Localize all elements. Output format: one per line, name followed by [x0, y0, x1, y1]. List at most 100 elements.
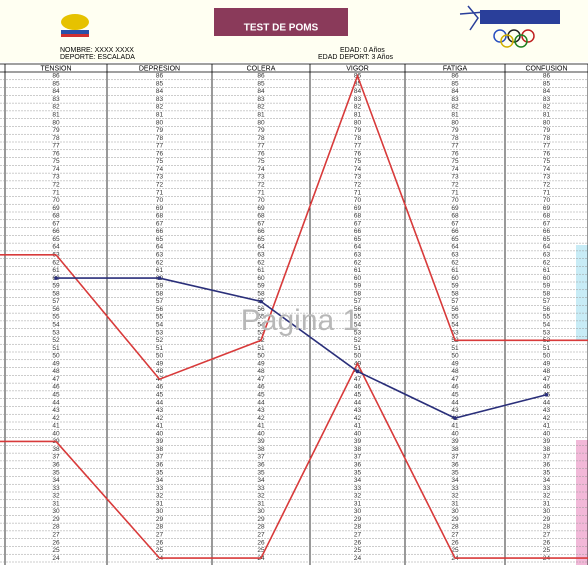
score-label: 74	[354, 166, 362, 173]
score-label: 48	[257, 368, 265, 375]
profile-point	[356, 370, 360, 374]
score-label: 41	[451, 423, 459, 430]
score-label: 66	[257, 228, 265, 235]
score-label: 74	[156, 166, 164, 173]
chart: TEST DE POMS NOMBRE: XXXX XXXX DEPORTE: …	[0, 0, 588, 565]
score-label: 71	[451, 189, 459, 196]
score-label: 26	[257, 539, 265, 546]
column-header: COLERA	[247, 65, 276, 72]
score-label: 79	[156, 127, 164, 134]
score-label: 38	[52, 446, 60, 453]
score-label: 71	[354, 189, 362, 196]
score-label: 81	[354, 111, 362, 118]
score-label: 49	[257, 360, 265, 367]
score-label: 47	[451, 376, 459, 383]
score-label: 74	[257, 166, 265, 173]
score-label: 61	[354, 267, 362, 274]
score-label: 73	[451, 174, 459, 181]
score-label: 70	[52, 197, 60, 204]
score-label: 75	[156, 158, 164, 165]
score-label: 40	[451, 430, 459, 437]
score-label: 67	[543, 220, 551, 227]
score-label: 70	[543, 197, 551, 204]
score-label: 39	[451, 438, 459, 445]
score-label: 44	[451, 399, 459, 406]
score-label: 68	[543, 213, 551, 220]
score-label: 59	[156, 283, 164, 290]
banner-text: TEST DE POMS	[244, 23, 319, 34]
score-label: 51	[543, 345, 551, 352]
score-label: 81	[543, 111, 551, 118]
score-label: 75	[451, 158, 459, 165]
score-label: 39	[156, 438, 164, 445]
score-label: 41	[354, 423, 362, 430]
score-label: 62	[543, 259, 551, 266]
score-label: 35	[451, 469, 459, 476]
score-label: 82	[451, 104, 459, 111]
score-label: 46	[52, 384, 60, 391]
page-watermark: Pagina 1	[241, 304, 359, 337]
score-label: 44	[257, 399, 265, 406]
score-label: 58	[354, 290, 362, 297]
score-label: 31	[543, 500, 551, 507]
score-label: 64	[257, 244, 265, 251]
score-label: 82	[354, 104, 362, 111]
score-label: 35	[156, 469, 164, 476]
score-label: 49	[52, 360, 60, 367]
score-label: 43	[156, 407, 164, 414]
score-label: 84	[543, 88, 551, 95]
score-label: 43	[451, 407, 459, 414]
score-label: 71	[52, 189, 60, 196]
score-label: 41	[543, 423, 551, 430]
score-label: 47	[354, 376, 362, 383]
score-label: 42	[354, 415, 362, 422]
score-label: 83	[156, 96, 164, 103]
score-label: 84	[257, 88, 265, 95]
score-label: 76	[257, 150, 265, 157]
score-label: 75	[354, 158, 362, 165]
score-label: 47	[543, 376, 551, 383]
score-label: 70	[156, 197, 164, 204]
profile-point	[54, 276, 58, 280]
score-label: 50	[156, 353, 164, 360]
score-label: 57	[451, 298, 459, 305]
score-label: 41	[257, 423, 265, 430]
score-label: 65	[156, 236, 164, 243]
score-label: 78	[257, 135, 265, 142]
score-label: 31	[156, 500, 164, 507]
score-label: 77	[52, 143, 60, 150]
score-label: 63	[354, 251, 362, 258]
score-label: 56	[543, 306, 551, 313]
score-label: 83	[354, 96, 362, 103]
score-label: 64	[543, 244, 551, 251]
score-label: 83	[451, 96, 459, 103]
score-label: 77	[543, 143, 551, 150]
score-label: 58	[543, 290, 551, 297]
score-label: 85	[451, 80, 459, 87]
score-label: 53	[156, 329, 164, 336]
score-label: 31	[354, 500, 362, 507]
score-label: 52	[52, 337, 60, 344]
score-label: 78	[543, 135, 551, 142]
score-label: 44	[156, 399, 164, 406]
score-label: 60	[354, 275, 362, 282]
score-label: 37	[156, 454, 164, 461]
score-label: 69	[257, 205, 265, 212]
score-label: 57	[52, 298, 60, 305]
score-label: 81	[451, 111, 459, 118]
score-label: 27	[156, 531, 164, 538]
score-label: 26	[52, 539, 60, 546]
score-label: 51	[354, 345, 362, 352]
score-label: 48	[156, 368, 164, 375]
score-label: 74	[543, 166, 551, 173]
score-label: 30	[354, 508, 362, 515]
score-label: 35	[52, 469, 60, 476]
score-label: 61	[451, 267, 459, 274]
score-label: 40	[543, 430, 551, 437]
score-label: 34	[52, 477, 60, 484]
column-header: VIGOR	[346, 65, 369, 72]
score-label: 81	[52, 111, 60, 118]
score-label: 77	[257, 143, 265, 150]
score-label: 46	[156, 384, 164, 391]
score-label: 50	[52, 353, 60, 360]
